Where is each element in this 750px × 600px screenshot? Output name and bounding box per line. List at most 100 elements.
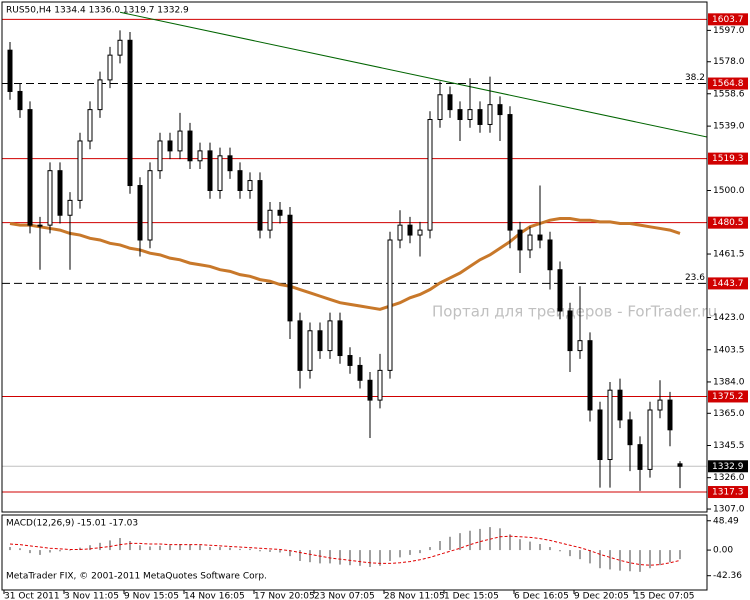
macd-bar [449, 536, 451, 551]
macd-bar [479, 528, 481, 551]
candle-body [297, 320, 303, 371]
candle-body [77, 140, 83, 201]
y-tick-label: 1578.0 [713, 57, 745, 67]
candle-body [387, 239, 393, 371]
y-tick-label: 1500.0 [713, 186, 745, 196]
macd-bar [89, 545, 91, 551]
candle-body [547, 239, 553, 271]
y-tick-label: 1461.5 [713, 250, 745, 260]
candle-body [437, 94, 443, 121]
macd-bar [639, 550, 641, 572]
trendline [119, 11, 707, 138]
price-frame [1, 1, 708, 513]
candle-body [207, 150, 213, 191]
macd-bar [369, 550, 371, 568]
macd-bar [199, 545, 201, 551]
candle-body [317, 330, 323, 352]
macd-bar [319, 550, 321, 564]
x-tick-label: 15 Dec 07:05 [634, 592, 695, 600]
macd-bar [99, 542, 101, 551]
macd-bar [219, 547, 221, 551]
candle-body [627, 419, 633, 446]
candle-body [647, 409, 653, 470]
candle-body [127, 39, 133, 187]
candle-body [427, 119, 433, 231]
y-tick-label: 1384.0 [713, 377, 745, 387]
level-label-box [708, 77, 748, 90]
candle-body [287, 214, 293, 322]
macd-y-tick-label: 48.49 [713, 516, 739, 526]
macd-bar [349, 550, 351, 566]
macd-panel [9, 527, 681, 572]
macd-bar [119, 537, 121, 551]
macd-bar [439, 541, 441, 551]
macd-bar [599, 550, 601, 569]
watermark: Портал для трейдеров - ForTrader.ru [432, 303, 717, 321]
candle-body [147, 170, 153, 241]
macd-bar [149, 546, 151, 551]
macd-bar [659, 550, 661, 566]
y-tick-label: 1365.0 [713, 409, 745, 419]
macd-bar [239, 548, 241, 551]
candle-body [417, 229, 423, 236]
axes: 1597.0 1578.0 1558.6 1539.0 1500.0 1461.5 1423… [3, 13, 748, 600]
macd-bar [469, 530, 471, 551]
macd-bar [229, 547, 231, 551]
x-tick-label: 23 Nov 07:05 [314, 592, 375, 600]
fib-label: 38.2 [685, 73, 705, 83]
candle-body [407, 224, 413, 236]
x-tick-label: 9 Dec 20:05 [574, 592, 629, 600]
macd-y-tick-label: -42.36 [713, 571, 742, 581]
candle-body [617, 389, 623, 421]
candle-body [447, 94, 453, 111]
macd-bar [579, 550, 581, 560]
y-tick-label: 1597.0 [713, 26, 745, 36]
candle-body [517, 229, 523, 251]
macd-bar [549, 547, 551, 551]
candle-body [37, 224, 43, 227]
macd-bar [589, 550, 591, 564]
level-label-box [708, 277, 748, 290]
macd-bar [189, 544, 191, 551]
y-tick-label: 1539.0 [713, 122, 745, 132]
y-tick-label: 1307.0 [713, 505, 745, 515]
candle-body [307, 330, 313, 371]
x-tick-label: 6 Dec 16:05 [514, 592, 569, 600]
price-label-box [708, 460, 748, 473]
macd-bar [59, 550, 61, 552]
candle-body [377, 369, 383, 401]
macd-bar [179, 544, 181, 551]
candle-body [677, 463, 683, 467]
candle-body [237, 170, 243, 191]
macd-bar [249, 548, 251, 551]
macd-bar [9, 547, 11, 551]
candle-body [337, 320, 343, 357]
candle-body [497, 104, 503, 116]
candle-body [557, 269, 563, 312]
macd-bar [609, 550, 611, 570]
macd-bar [559, 550, 561, 552]
candle-body [667, 399, 673, 431]
candle-body [137, 185, 143, 241]
macd-bar [619, 550, 621, 571]
y-tick-label: 1345.5 [713, 441, 745, 451]
candle-body [327, 320, 333, 352]
x-tick-label: 3 Nov 11:05 [64, 592, 119, 600]
macd-bar [19, 548, 21, 551]
candle-body [397, 224, 403, 241]
level-label: 1519.3 [712, 154, 744, 164]
candle-body [17, 90, 23, 111]
macd-bar [399, 550, 401, 558]
macd-bar [139, 545, 141, 551]
macd-bar [69, 550, 71, 551]
candle-body [637, 444, 643, 470]
y-tick-label: 1558.6 [713, 89, 745, 99]
macd-bar [459, 533, 461, 551]
candle-body [657, 399, 663, 411]
candle-body [197, 150, 203, 162]
candle-body [477, 109, 483, 125]
candle-body [87, 109, 93, 142]
y-tick-label: 1326.0 [713, 473, 745, 483]
macd-bar [29, 550, 31, 554]
